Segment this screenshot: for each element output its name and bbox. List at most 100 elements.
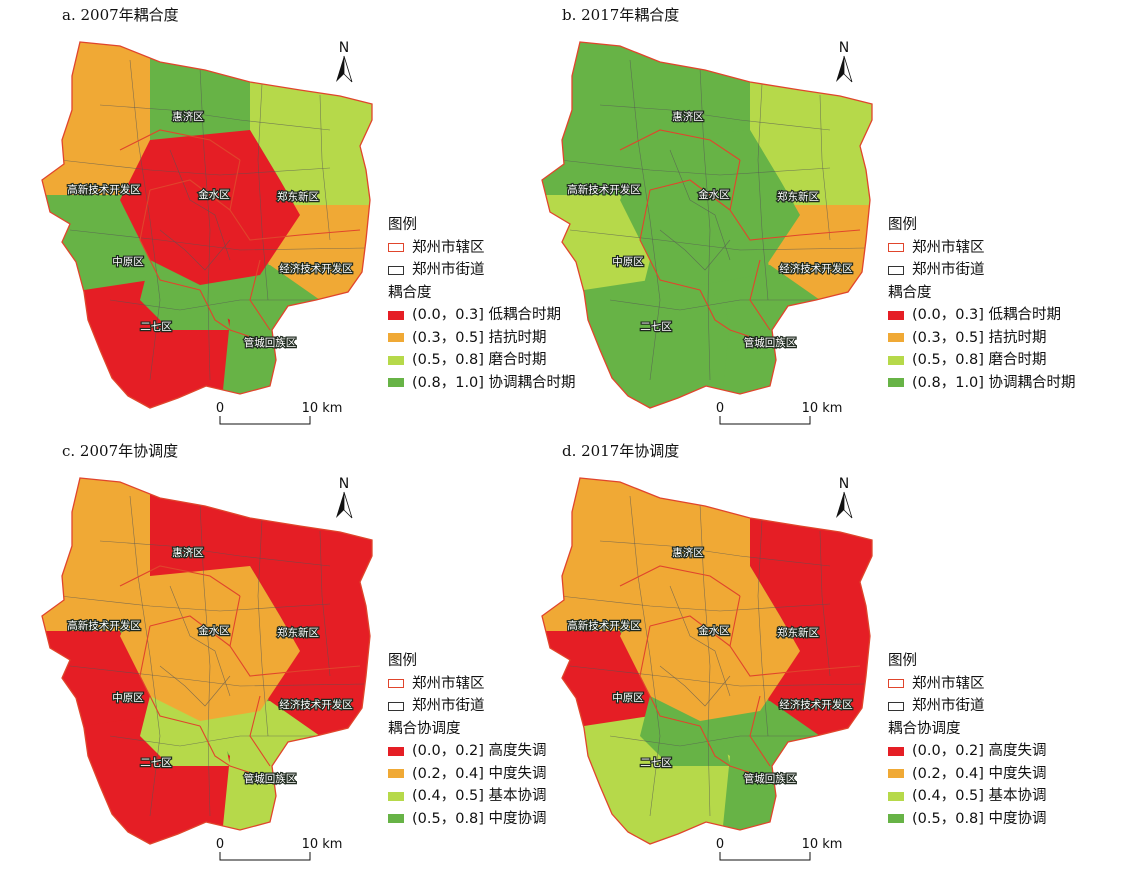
legend-text: (0.0，0.2] 高度失调 bbox=[412, 743, 547, 759]
region-c bbox=[120, 130, 300, 285]
legend-item-class: (0.5，0.8] 磨合时期 bbox=[888, 349, 1076, 372]
legend-swatch bbox=[888, 679, 904, 689]
map-panel-b: b. 2017年耦合度 惠济区 高新技术开发区 金水区 郑东新区 中原区 经济技术开发区二… bbox=[500, 0, 1076, 430]
street-boundary bbox=[69, 229, 366, 251]
street-boundary bbox=[257, 519, 269, 737]
district-label: 高新技术开发区 bbox=[67, 183, 141, 196]
legend: 图例 郑州市辖区 郑州市街道 耦合协调度 (0.0，0.2] 高度失调 (0.2，0.4]… bbox=[888, 650, 1047, 830]
district-boundary bbox=[149, 615, 231, 647]
legend-text: (0.2，0.4] 中度失调 bbox=[912, 765, 1047, 782]
street-boundary bbox=[559, 159, 831, 176]
district-boundary bbox=[749, 695, 771, 767]
district-label: 郑东新区 bbox=[277, 190, 319, 203]
scale-start-label: 0 bbox=[716, 401, 724, 416]
district-boundary bbox=[749, 259, 771, 331]
panel-title: a. 2007年耦合度 bbox=[62, 6, 179, 24]
legend-swatch bbox=[388, 265, 404, 275]
district-label: 中原区 bbox=[112, 255, 144, 268]
city-outline bbox=[41, 477, 373, 845]
district-label: 高新技术开发区 bbox=[567, 619, 641, 632]
legend-text: 耦合协调度 bbox=[388, 720, 461, 737]
street-boundary bbox=[159, 665, 231, 707]
legend-item-street: 郑州市街道 bbox=[888, 259, 1076, 282]
north-label: N bbox=[839, 476, 849, 492]
street-boundary bbox=[819, 94, 831, 241]
street-boundary bbox=[319, 530, 331, 677]
legend-text: (0.5，0.8] 中度协调 bbox=[412, 810, 547, 827]
district-boundary bbox=[199, 725, 261, 777]
legend-swatch bbox=[388, 355, 404, 365]
district-boundary bbox=[639, 625, 701, 727]
legend-item-class: (0.0，0.2] 高度失调 bbox=[888, 740, 1047, 763]
legend-item-class: (0.8，1.0] 协调耦合时期 bbox=[888, 372, 1076, 395]
district-label: 中原区 bbox=[612, 255, 644, 268]
district-label: 二七区 bbox=[640, 321, 672, 333]
scale-bar bbox=[219, 416, 311, 425]
north-arrow-icon bbox=[336, 492, 344, 518]
legend-swatch bbox=[388, 310, 404, 320]
north-label: N bbox=[339, 476, 349, 492]
legend-text: 耦合协调度 bbox=[888, 720, 961, 737]
north-arrow-icon bbox=[836, 56, 844, 82]
legend-item-class: (0.0，0.3] 低耦合时期 bbox=[888, 304, 1076, 327]
legend-item-class: (0.0，0.3] 低耦合时期 bbox=[388, 304, 576, 327]
legend-item-street: 郑州市街道 bbox=[888, 695, 1047, 718]
legend-swatch bbox=[388, 769, 404, 779]
district-boundary bbox=[699, 289, 761, 341]
legend-item-class: (0.2，0.4] 中度失调 bbox=[388, 763, 547, 786]
legend-text: 图例 bbox=[888, 653, 917, 669]
district-label: 二七区 bbox=[140, 757, 172, 769]
street-boundary bbox=[629, 59, 661, 381]
scale-end-label: 10 km bbox=[802, 401, 843, 416]
north-arrow-icon bbox=[343, 55, 353, 83]
legend-swatch bbox=[388, 333, 404, 343]
legend-text: (0.5，0.8] 磨合时期 bbox=[412, 352, 547, 368]
street-boundary bbox=[199, 67, 211, 381]
district-label: 二七区 bbox=[640, 757, 672, 769]
scale-bar bbox=[219, 852, 311, 861]
district-label: 经济技术开发区 bbox=[279, 262, 353, 275]
legend-text: 郑州市街道 bbox=[912, 698, 985, 714]
street-boundary bbox=[129, 59, 161, 381]
scale-bar bbox=[719, 416, 811, 425]
legend-swatch bbox=[888, 701, 904, 711]
region-c bbox=[120, 566, 300, 721]
legend-text: 郑州市辖区 bbox=[412, 239, 485, 256]
district-boundary bbox=[649, 179, 731, 211]
legend-swatch bbox=[388, 701, 404, 711]
district-boundary bbox=[699, 725, 761, 777]
district-label: 经济技术开发区 bbox=[279, 698, 353, 711]
legend-title: 耦合协调度 bbox=[388, 718, 547, 741]
street-boundary bbox=[659, 665, 731, 707]
legend-swatch bbox=[888, 310, 904, 320]
legend: 图例 郑州市辖区 郑州市街道 耦合度 (0.0，0.3] 低耦合时期 (0.3，0.5] … bbox=[388, 214, 576, 394]
district-boundary bbox=[249, 259, 271, 331]
legend-swatch bbox=[388, 378, 404, 388]
district-label: 金水区 bbox=[198, 624, 230, 637]
north-arrow-icon bbox=[336, 56, 344, 82]
street-boundary bbox=[569, 229, 866, 251]
street-boundary bbox=[109, 735, 330, 747]
street-boundary bbox=[629, 495, 661, 817]
legend-text: 郑州市辖区 bbox=[412, 675, 485, 692]
legend-item-district: 郑州市辖区 bbox=[388, 673, 547, 696]
legend-swatch bbox=[388, 791, 404, 801]
district-boundary bbox=[619, 565, 741, 597]
north-arrow-icon bbox=[836, 492, 844, 518]
district-label: 高新技术开发区 bbox=[67, 619, 141, 632]
legend-item-class: (0.5，0.8] 中度协调 bbox=[888, 808, 1047, 831]
legend-text: 耦合度 bbox=[388, 284, 432, 301]
district-label: 金水区 bbox=[698, 624, 730, 637]
legend-text: (0.2，0.4] 中度失调 bbox=[412, 765, 547, 782]
district-label: 惠济区 bbox=[172, 546, 204, 559]
legend-text: 郑州市辖区 bbox=[912, 239, 985, 256]
scale-end-label: 10 km bbox=[802, 837, 843, 852]
legend-text: 郑州市街道 bbox=[412, 262, 485, 278]
legend-item-class: (0.5，0.8] 中度协调 bbox=[388, 808, 547, 831]
legend: 图例 郑州市辖区 郑州市街道 耦合协调度 (0.0，0.2] 高度失调 (0.2，0.4]… bbox=[388, 650, 547, 830]
legend-text: 图例 bbox=[388, 217, 417, 233]
district-label: 惠济区 bbox=[672, 110, 704, 123]
region-c bbox=[620, 566, 800, 721]
